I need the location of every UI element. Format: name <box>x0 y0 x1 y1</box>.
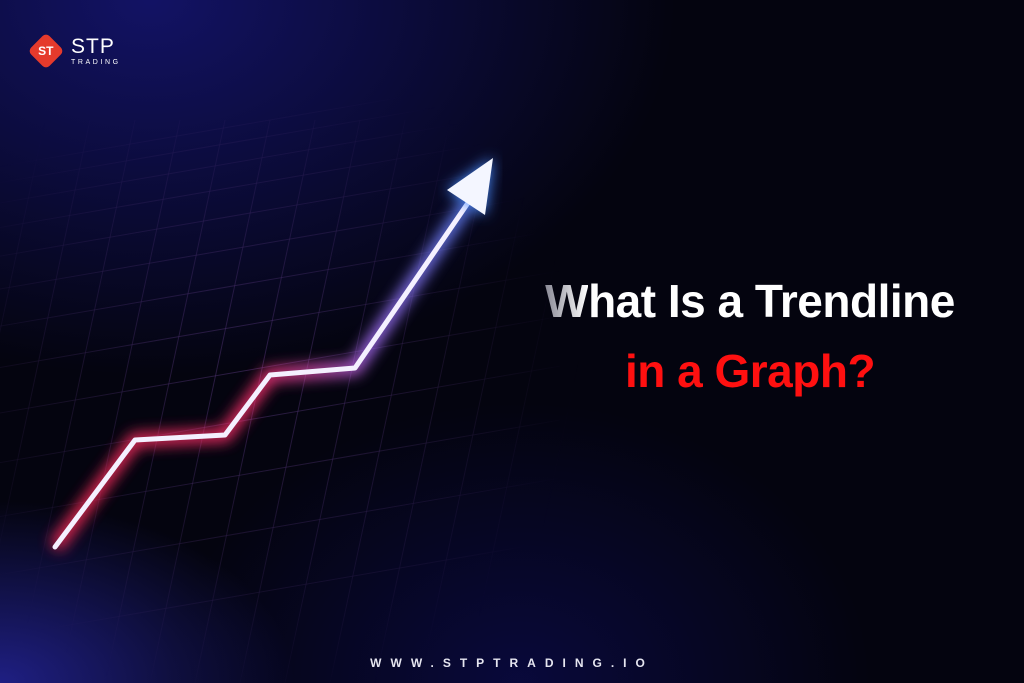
grid-line <box>644 119 766 683</box>
grid-line <box>59 119 181 683</box>
grid-line <box>0 105 561 204</box>
brand-logo: ST STP TRADING <box>27 32 121 70</box>
grid-line <box>0 119 46 334</box>
grid-line <box>0 85 561 184</box>
brand-sub: TRADING <box>71 59 121 66</box>
grid-line <box>419 119 541 683</box>
headline-line-2: in a Graph? <box>624 345 876 397</box>
grid-line <box>0 130 561 228</box>
grid-line <box>329 119 451 683</box>
trendline <box>52 197 473 550</box>
brand-name: STP <box>71 35 115 58</box>
headline-line-1: What Is a Trendline <box>545 275 955 327</box>
grid-line <box>0 159 561 257</box>
grid-line <box>0 419 561 518</box>
grid-line <box>689 119 811 683</box>
grid-line <box>0 365 561 464</box>
grid-line <box>14 119 136 683</box>
arrow-head-icon <box>447 158 493 215</box>
grid-line <box>284 119 406 683</box>
grid-line <box>0 69 561 168</box>
grid-line <box>554 119 676 683</box>
grid-line <box>779 119 901 683</box>
grid-line <box>239 119 361 683</box>
trendline-glow <box>49 196 476 552</box>
grid-line <box>0 270 561 368</box>
grid-line <box>0 119 91 545</box>
grid-line <box>509 119 631 683</box>
logo-mark-icon: ST <box>27 32 65 70</box>
perspective-grid <box>0 69 901 683</box>
grid-line <box>0 229 561 327</box>
grid-line <box>104 119 226 683</box>
grid-line <box>0 315 561 414</box>
grid-line <box>374 119 496 683</box>
grid-line <box>0 539 561 638</box>
grid-line <box>464 119 586 683</box>
grid-line <box>149 119 271 683</box>
footer-url: WWW.STPTRADING.IO <box>370 656 654 670</box>
grid-line <box>0 477 561 576</box>
grid-line <box>599 119 721 683</box>
grid-line <box>734 119 856 683</box>
